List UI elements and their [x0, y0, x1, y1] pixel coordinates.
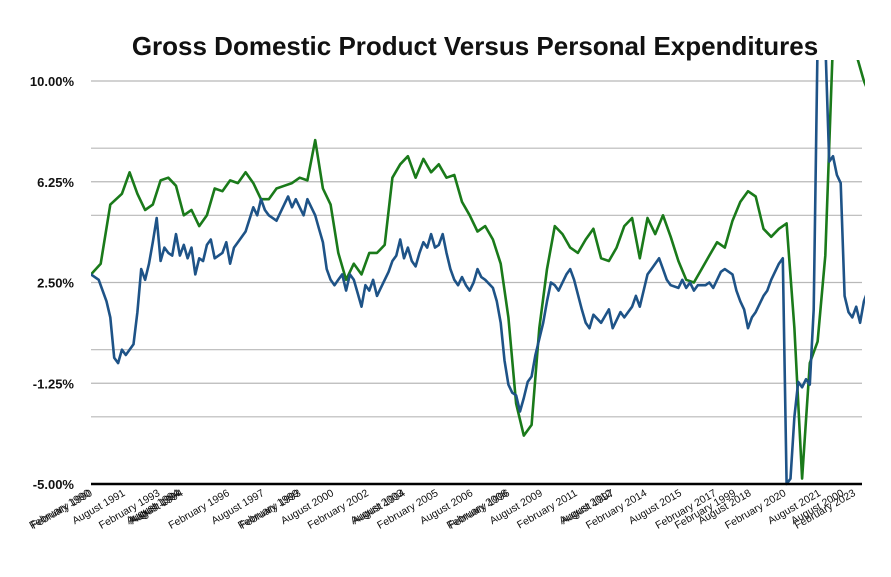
series-line-gdp	[91, 60, 865, 480]
chart-title: Gross Domestic Product Versus Personal E…	[132, 31, 818, 61]
y-tick-label: -1.25%	[33, 376, 75, 391]
y-tick-label: -5.00%	[33, 477, 75, 492]
y-tick-label: 6.25%	[37, 175, 74, 190]
y-axis: 10.00% 6.25% 2.50% -1.25% -5.00%	[30, 74, 75, 492]
gridlines	[91, 80, 862, 418]
series-line-personal-expenditures	[91, 60, 865, 486]
series-lines	[91, 60, 865, 486]
y-tick-label: 2.50%	[37, 276, 74, 291]
y-tick-label: 10.00%	[30, 74, 75, 89]
